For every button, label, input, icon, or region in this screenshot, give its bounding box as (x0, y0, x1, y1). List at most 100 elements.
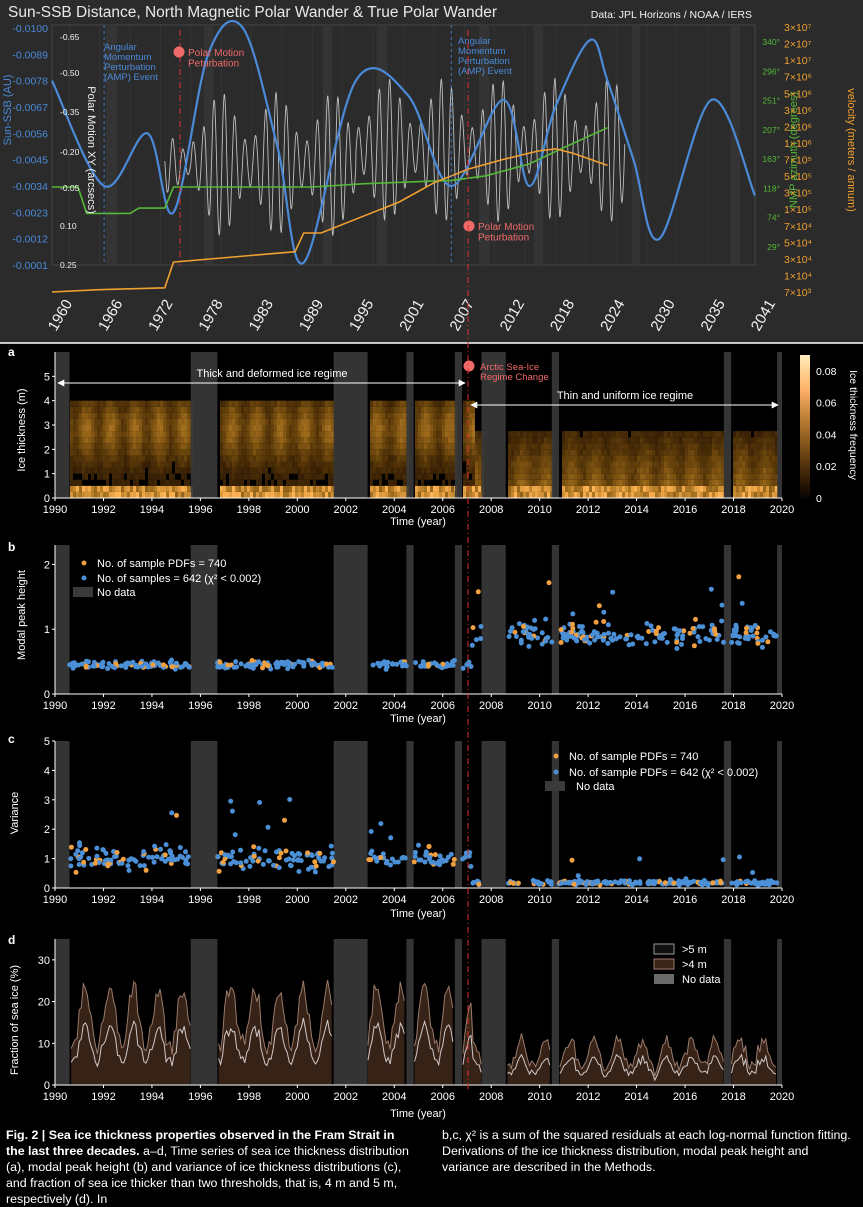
heatmap-cell (220, 491, 223, 498)
point-sample (590, 632, 596, 638)
colorbar-segment (800, 428, 810, 432)
heatmap-cell (769, 467, 772, 474)
heatmap-cell (148, 431, 151, 438)
heatmap-cell (655, 461, 658, 468)
heatmap-cell (130, 425, 133, 432)
heatmap-cell (658, 455, 661, 462)
heatmap-cell (697, 431, 700, 438)
heatmap-cell (250, 473, 253, 480)
heatmap-cell (661, 467, 664, 474)
heatmap-cell (82, 437, 85, 444)
heatmap-cell (400, 473, 403, 480)
heatmap-cell (469, 461, 472, 468)
heatmap-cell (229, 479, 232, 486)
heatmap-cell (136, 418, 139, 425)
point-sample (535, 635, 540, 641)
heatmap-cell (235, 437, 238, 444)
colorbar-segment (800, 400, 810, 404)
heatmap-cell (109, 400, 112, 407)
heatmap-cell (775, 491, 778, 498)
heatmap-cell (181, 406, 184, 413)
heatmap-cell (145, 485, 148, 492)
heatmap-cell (91, 467, 94, 474)
x-tick-label: 1996 (188, 1091, 212, 1103)
heatmap-cell (388, 449, 391, 456)
x-tick-label: 2010 (527, 504, 551, 516)
heatmap-cell (508, 491, 511, 498)
heatmap-cell (394, 431, 397, 438)
heatmap-cell (469, 443, 472, 450)
heatmap-cell (403, 485, 406, 492)
heatmap-cell (274, 400, 277, 407)
heatmap-cell (223, 443, 226, 450)
point-sample (437, 861, 443, 867)
heatmap-cell (766, 479, 769, 486)
heatmap-cell (535, 473, 538, 480)
heatmap-cell (256, 425, 259, 432)
heatmap-cell (274, 431, 277, 438)
heatmap-cell (763, 443, 766, 450)
heatmap-cell (658, 437, 661, 444)
amp-annotation-right: Angular Momentum Perturbation (AMP) Event (458, 36, 512, 77)
heatmap-cell (547, 431, 550, 438)
point-sample (295, 857, 301, 863)
heatmap-cell (112, 431, 115, 438)
heatmap-cell (265, 412, 268, 419)
heatmap-cell (397, 406, 400, 413)
heatmap-cell (91, 406, 94, 413)
heatmap-cell (106, 406, 109, 413)
heatmap-cell (163, 449, 166, 456)
heatmap-cell (550, 437, 553, 444)
point-pdf (278, 850, 284, 856)
heatmap-cell (376, 412, 379, 419)
heatmap-cell (373, 467, 376, 474)
heatmap-cell (733, 443, 736, 450)
heatmap-cell (682, 479, 685, 486)
heatmap-cell (307, 479, 310, 486)
heatmap-cell (121, 467, 124, 474)
heatmap-cell (451, 485, 454, 492)
heatmap-cell (580, 479, 583, 486)
heatmap-cell (304, 449, 307, 456)
top-polar-tick-label: -0.05 (60, 183, 80, 193)
heatmap-cell (304, 461, 307, 468)
heatmap-cell (469, 400, 472, 407)
heatmap-cell (475, 473, 478, 480)
heatmap-cell (157, 473, 160, 480)
heatmap-cell (118, 412, 121, 419)
heatmap-cell (79, 400, 82, 407)
heatmap-cell (154, 443, 157, 450)
heatmap-cell (313, 473, 316, 480)
heatmap-cell (421, 473, 424, 480)
heatmap-cell (283, 431, 286, 438)
top-nmp-tick-label: 74° (767, 213, 780, 223)
heatmap-cell (385, 425, 388, 432)
colorbar-segment (800, 385, 810, 389)
panel-c-xlabel: Time (year) (390, 908, 446, 920)
heatmap-cell (100, 473, 103, 480)
heatmap-cell (421, 479, 424, 486)
heatmap-cell (667, 473, 670, 480)
x-tick-label: 2006 (430, 894, 454, 906)
heatmap-cell (640, 437, 643, 444)
heatmap-cell (655, 473, 658, 480)
heatmap-cell (550, 461, 553, 468)
no-data-band (190, 939, 218, 1085)
y-tick-label: 4 (44, 765, 50, 777)
x-tick-label: 1990 (43, 504, 67, 516)
heatmap-cell (112, 491, 115, 498)
heatmap-cell (178, 455, 181, 462)
point-sample (73, 851, 79, 857)
heatmap-cell (271, 437, 274, 444)
heatmap-cell (100, 443, 103, 450)
heatmap-cell (376, 418, 379, 425)
heatmap-cell (697, 485, 700, 492)
heatmap-cell (637, 473, 640, 480)
heatmap-cell (85, 418, 88, 425)
heatmap-cell (370, 479, 373, 486)
heatmap-cell (286, 431, 289, 438)
heatmap-cell (163, 425, 166, 432)
heatmap-cell (415, 431, 418, 438)
x-tick-label: 1998 (237, 1091, 261, 1103)
